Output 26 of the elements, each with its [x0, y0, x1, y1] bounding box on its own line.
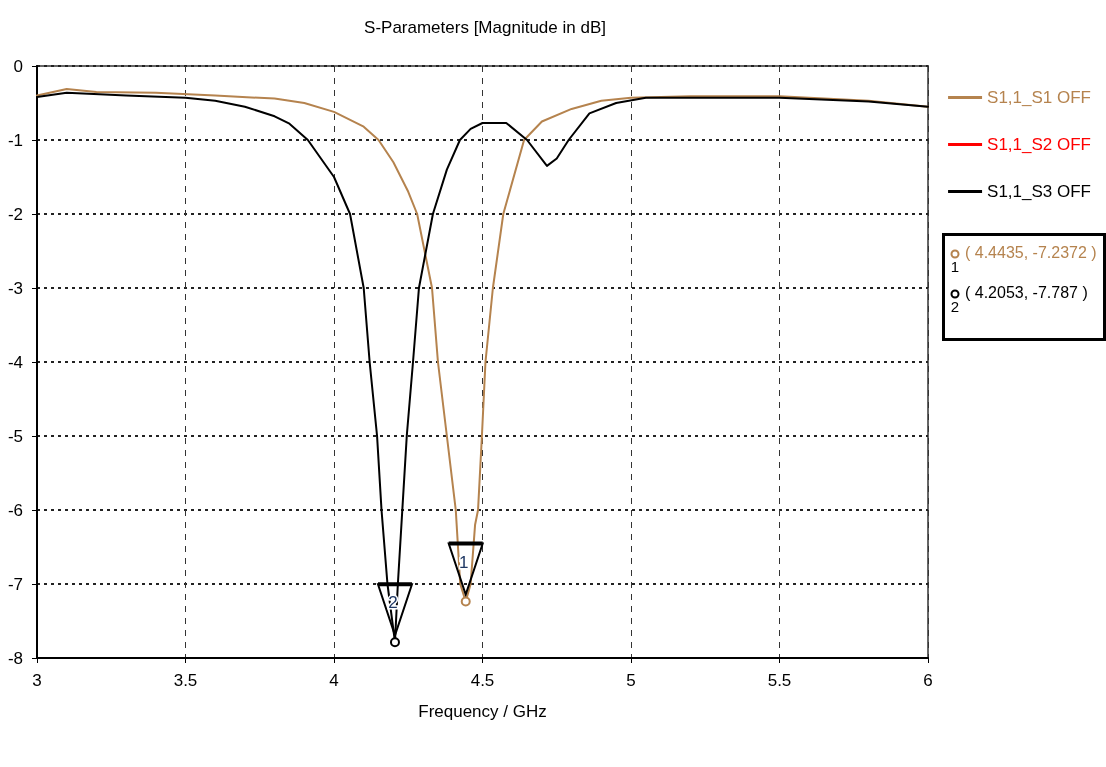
y-tick-label: -5 [7, 426, 23, 446]
x-tick-label: 4.5 [470, 671, 495, 690]
x-axis-title: Frequency / GHz [418, 702, 547, 721]
text: 2 [950, 298, 960, 315]
legend-label: S1,1_S1 OFF [987, 88, 1091, 107]
legend-label: S1,1_S2 OFF [987, 135, 1091, 154]
text: ( 4.2053, -7.787 ) [965, 284, 1088, 302]
x-tick-label: 3 [32, 671, 42, 690]
y-tick-label: -1 [7, 130, 23, 150]
x-tick-label: 3.5 [173, 671, 198, 690]
y-tick-label: -3 [7, 278, 23, 298]
annotation: 1 [458, 552, 469, 572]
x-tick-label: 6 [923, 671, 933, 690]
y-tick-label: -8 [7, 648, 23, 668]
x-tick-label: 4 [329, 671, 339, 690]
x-tick-label: 5 [626, 671, 636, 690]
y-tick-label: -7 [7, 574, 23, 594]
x-tick-label: 5.5 [767, 671, 792, 690]
legend-label: S1,1_S3 OFF [987, 182, 1091, 201]
text: ( 4.4435, -7.2372 ) [965, 244, 1097, 262]
y-tick-label: 0 [13, 56, 23, 76]
chart-title: S-Parameters [Magnitude in dB] [364, 18, 606, 37]
text: 1 [950, 258, 960, 275]
y-tick-label: -6 [7, 500, 23, 520]
y-tick-label: -2 [7, 204, 23, 224]
y-tick-label: -4 [7, 352, 23, 372]
